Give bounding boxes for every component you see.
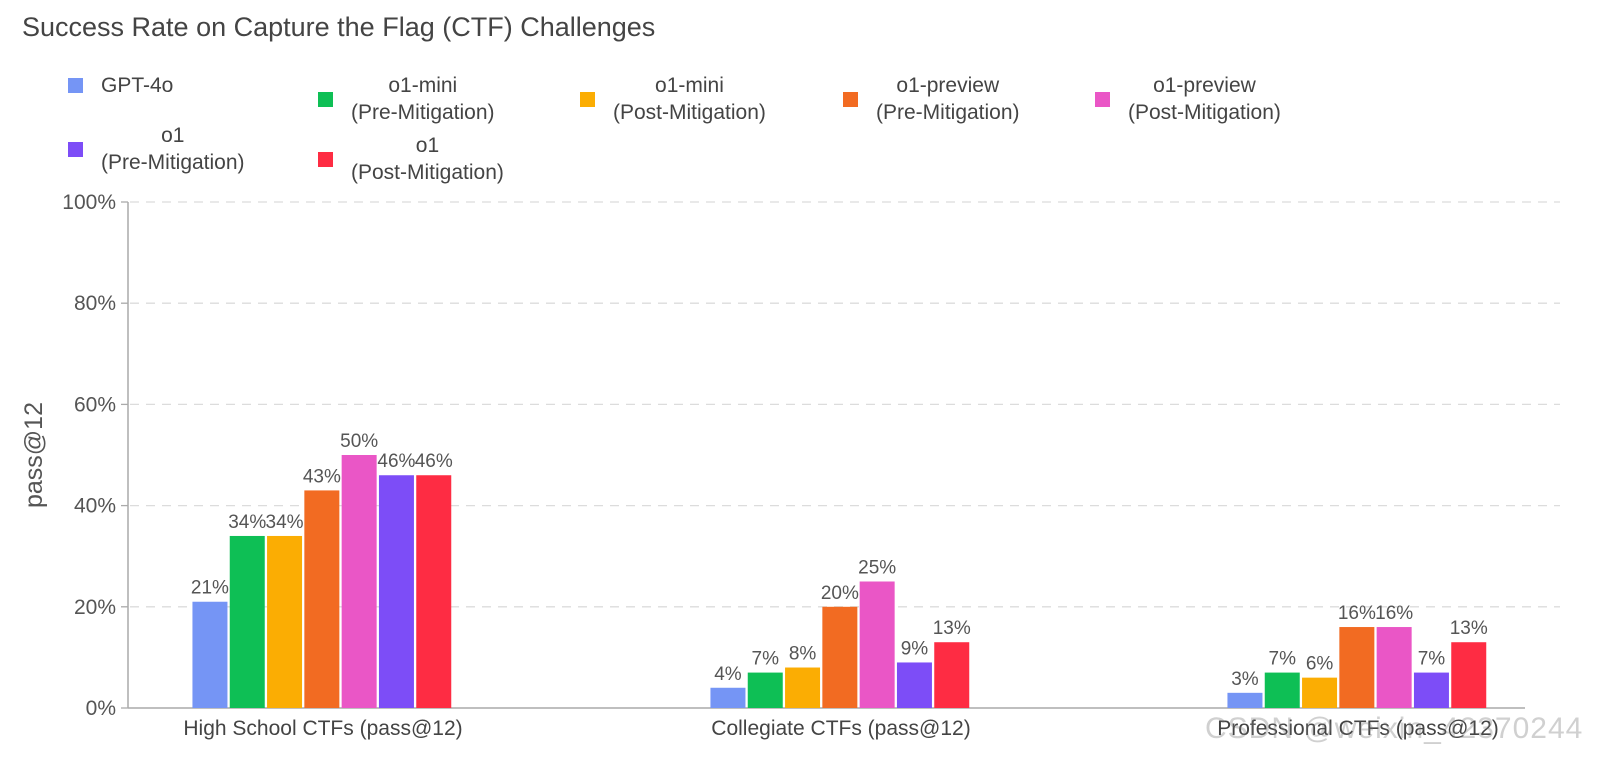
bar [859,581,895,708]
bar [1413,672,1449,708]
legend-item: o1-preview (Post-Mitigation) [1095,72,1281,126]
y-tick-label: 20% [74,596,116,619]
y-tick-label: 60% [74,393,116,416]
legend-item: o1 (Post-Mitigation) [318,132,504,186]
bar [229,535,265,708]
legend-item: o1-mini (Post-Mitigation) [580,72,766,126]
data-label: 3% [1231,669,1259,690]
data-label: 46% [415,451,453,472]
legend-item: o1 (Pre-Mitigation) [68,122,245,176]
data-label: 25% [858,558,896,579]
bar [747,672,783,708]
bar [896,662,932,708]
data-label: 9% [901,638,929,659]
y-tick-label: 40% [74,495,116,518]
bar [1264,672,1300,708]
legend-swatch [580,91,595,107]
x-tick-label: Collegiate CTFs (pass@12) [711,717,970,740]
bar [785,667,821,708]
bar [341,455,377,708]
bar [822,606,858,708]
legend-label: o1 (Pre-Mitigation) [101,124,245,174]
data-label: 50% [340,431,378,452]
legend: GPT-4o o1-mini (Pre-Mitigation) o1-mini (Pos… [0,0,1600,190]
bar [1302,677,1338,708]
legend-item: o1-mini (Pre-Mitigation) [318,72,495,126]
data-label: 20% [821,583,859,604]
bar [710,687,746,708]
bar [1227,692,1263,708]
bar [378,475,414,708]
legend-swatch [843,91,858,107]
data-label: 46% [377,451,415,472]
data-label: 21% [191,578,229,599]
y-tick-label: 100% [62,191,116,214]
bar [267,535,303,708]
bar [304,490,340,708]
data-label: 13% [933,618,971,639]
data-label: 43% [303,466,341,487]
legend-label: o1-mini (Post-Mitigation) [613,74,766,124]
data-label: 16% [1375,603,1413,624]
data-label: 7% [1418,649,1446,670]
legend-label: o1 (Post-Mitigation) [351,134,504,184]
data-label: 7% [752,649,780,670]
legend-item: GPT-4o [68,72,173,99]
data-label: 4% [714,664,742,685]
y-tick-label: 0% [86,697,116,720]
y-tick-label: 80% [74,292,116,315]
legend-swatch [318,91,333,107]
x-tick-label: Professional CTFs (pass@12) [1217,717,1499,740]
data-label: 34% [266,512,304,533]
bar [934,642,970,708]
legend-label: GPT-4o [101,74,174,97]
data-label: 34% [228,512,266,533]
data-label: 8% [789,644,817,665]
data-label: 6% [1306,654,1334,675]
data-label: 13% [1450,618,1488,639]
y-axis-label: pass@12 [20,402,48,508]
bar [1339,627,1375,708]
bar [1451,642,1487,708]
watermark: CSDN @weixin_42370244 [1205,712,1584,745]
x-tick-label: High School CTFs (pass@12) [183,717,462,740]
legend-swatch [68,78,83,93]
bar [416,475,452,708]
legend-item: o1-preview (Pre-Mitigation) [843,72,1020,126]
legend-label: o1-preview (Post-Mitigation) [1128,74,1281,124]
legend-swatch [1095,91,1110,107]
data-label: 16% [1338,603,1376,624]
chart-title: Success Rate on Capture the Flag (CTF) C… [22,12,656,42]
bar [1376,627,1412,708]
legend-swatch [318,151,333,167]
data-label: 7% [1269,649,1297,670]
legend-swatch [68,141,83,157]
bar [192,601,228,708]
legend-label: o1-mini (Pre-Mitigation) [351,74,495,124]
legend-label: o1-preview (Pre-Mitigation) [876,74,1020,124]
